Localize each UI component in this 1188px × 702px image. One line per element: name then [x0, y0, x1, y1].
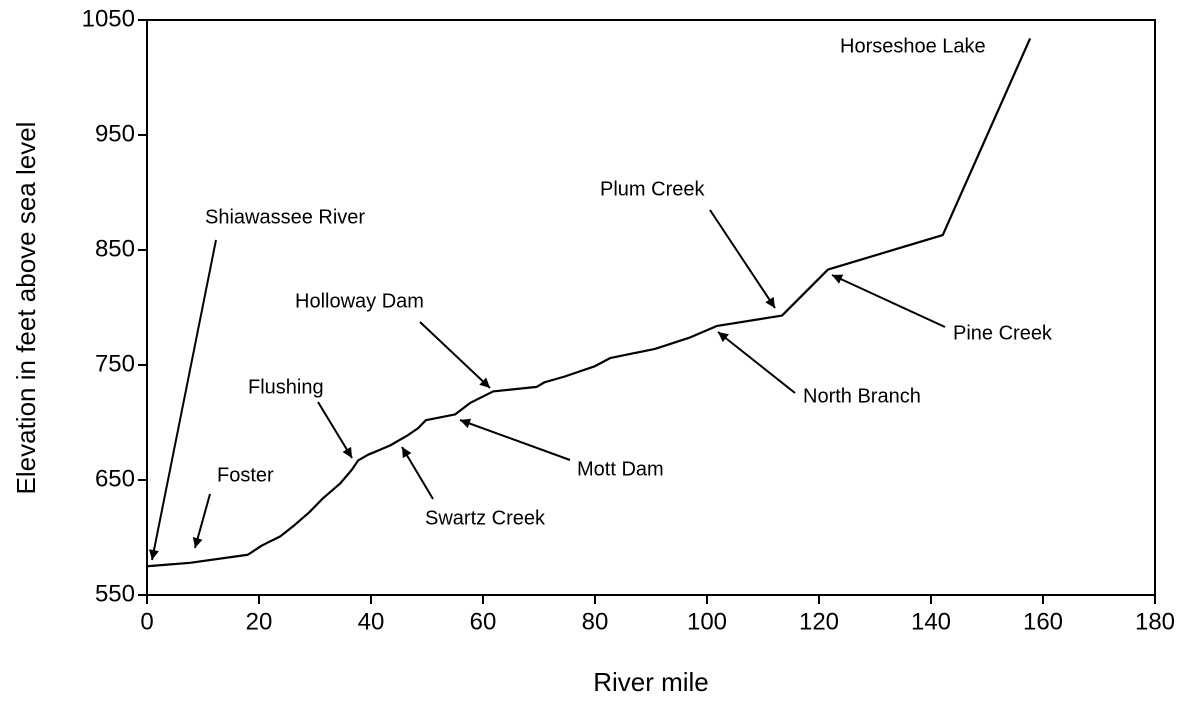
annotation: Pine Creek [953, 322, 1053, 344]
x-tick-label: 140 [911, 608, 951, 635]
annotation: Mott Dam [577, 458, 664, 480]
x-tick-label: 60 [470, 608, 497, 635]
x-tick-label: 120 [799, 608, 839, 635]
x-tick-label: 20 [246, 608, 273, 635]
annotation-arrow [401, 446, 434, 500]
data-line [146, 37, 1032, 568]
x-tick-label: 40 [358, 608, 385, 635]
x-axis-label: River mile [593, 667, 709, 697]
y-tick-label: 550 [95, 580, 135, 607]
x-tick-label: 80 [582, 608, 609, 635]
annotation: Flushing [248, 376, 324, 398]
annotation: Swartz Creek [425, 507, 546, 529]
annotation-arrow [419, 321, 491, 389]
x-tick-label: 0 [140, 608, 153, 635]
y-tick-label: 850 [95, 235, 135, 262]
y-tick-label: 950 [95, 120, 135, 147]
annotation-arrow [717, 331, 796, 394]
annotation-arrow [192, 493, 211, 549]
annotation: Plum Creek [600, 178, 705, 200]
annotation-arrow [149, 239, 217, 561]
y-axis-label: Elevation in feet above sea level [11, 122, 41, 495]
annotation: Foster [217, 464, 274, 486]
y-tick-label: 750 [95, 350, 135, 377]
plot-frame [146, 19, 1156, 596]
x-tick-label: 160 [1023, 608, 1063, 635]
annotation-arrow [317, 401, 353, 459]
y-tick-label: 1050 [82, 5, 135, 32]
x-tick-label: 180 [1135, 608, 1175, 635]
annotation: Horseshoe Lake [840, 35, 986, 57]
annotation: Holloway Dam [295, 290, 424, 312]
annotation: North Branch [803, 385, 921, 407]
y-tick-label: 650 [95, 465, 135, 492]
annotation-arrow [459, 418, 571, 461]
annotation: Shiawassee River [205, 206, 365, 228]
annotation-arrow [831, 274, 946, 328]
annotation-arrow [709, 209, 776, 309]
x-tick-label: 100 [687, 608, 727, 635]
